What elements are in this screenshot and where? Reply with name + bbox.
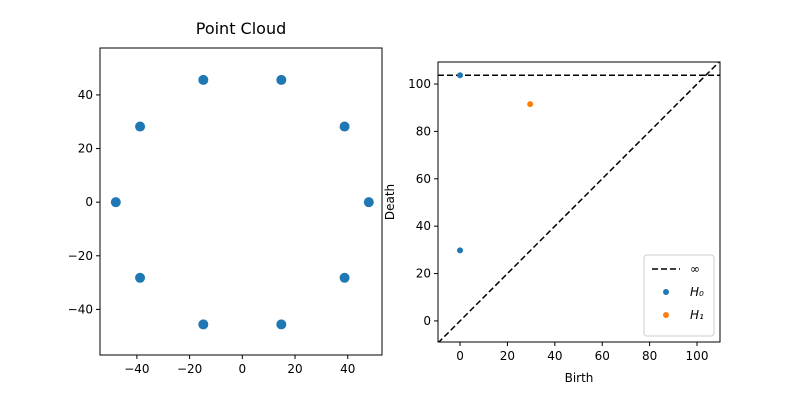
y-tick-label: −20: [68, 249, 93, 263]
y-tick-label: 0: [423, 314, 431, 328]
point: [135, 272, 146, 283]
axes-frame: [437, 61, 721, 343]
point: [339, 272, 350, 283]
x-tick-label: 0: [238, 362, 246, 376]
y-tick-label: 60: [416, 172, 431, 186]
x-tick-label: 80: [642, 349, 657, 363]
point: [339, 121, 350, 132]
y-tick-label: 80: [416, 124, 431, 138]
point: [135, 121, 146, 132]
point: [527, 101, 534, 108]
legend-label: ∞: [690, 262, 700, 276]
x-tick-label: 40: [340, 362, 355, 376]
plot-area: [438, 62, 720, 342]
x-tick-label: 20: [500, 349, 515, 363]
x-tick-label: −20: [177, 362, 202, 376]
chart-title: Point Cloud: [196, 19, 287, 38]
y-tick-label: 20: [78, 142, 93, 156]
x-tick-label: 40: [547, 349, 562, 363]
y-tick-label: 40: [416, 219, 431, 233]
point: [457, 72, 464, 79]
x-tick-label: 20: [287, 362, 302, 376]
point: [276, 319, 287, 330]
x-tick-label: 60: [595, 349, 610, 363]
legend-swatch: [663, 312, 669, 318]
plot-area: [110, 74, 374, 330]
legend-label: H₀: [690, 285, 704, 299]
y-tick-label: 20: [416, 267, 431, 281]
y-tick-label: 0: [85, 195, 93, 209]
point: [198, 74, 209, 85]
y-axis-label: Death: [383, 184, 397, 220]
point: [110, 197, 121, 208]
x-tick-label: −40: [124, 362, 149, 376]
point: [198, 319, 209, 330]
point: [363, 197, 374, 208]
axes-frame: [99, 47, 383, 356]
legend-label: H₁: [690, 308, 704, 322]
legend-swatch: [663, 289, 669, 295]
diagonal-line: [438, 62, 720, 342]
x-axis-label: Birth: [565, 371, 594, 385]
y-tick-label: 100: [408, 77, 431, 91]
x-tick-label: 0: [456, 349, 464, 363]
x-tick-label: 100: [686, 349, 709, 363]
point: [457, 247, 464, 254]
y-tick-label: −40: [68, 302, 93, 316]
y-tick-label: 40: [78, 88, 93, 102]
legend-box: [643, 254, 715, 337]
point: [276, 74, 287, 85]
